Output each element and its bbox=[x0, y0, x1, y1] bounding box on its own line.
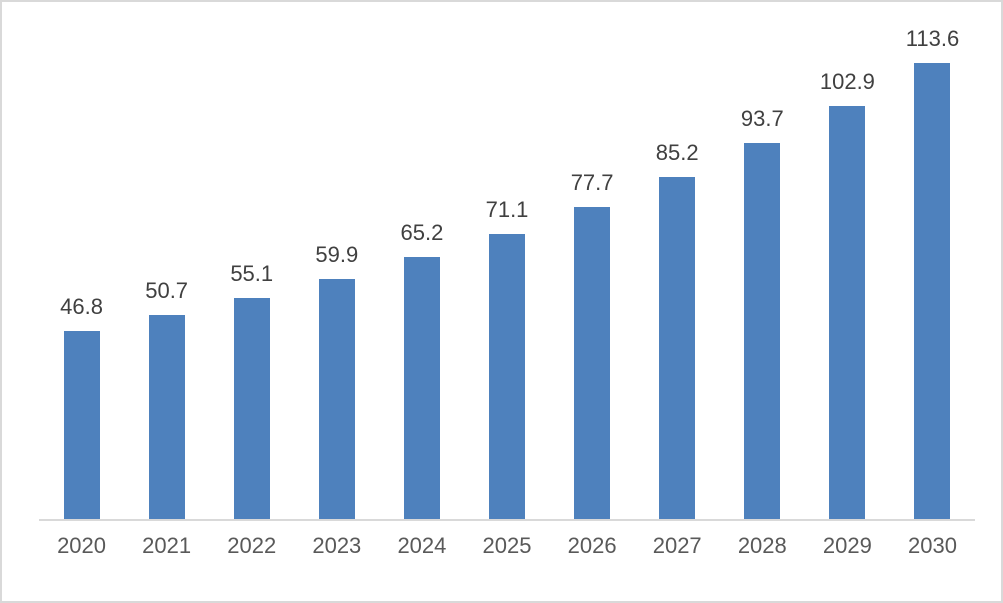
bar-value-label: 50.7 bbox=[145, 278, 189, 303]
plot-area: 46.8 50.7 55.1 59.9 65.2 71.1 77.7 85.2 93.7 102.… bbox=[39, 2, 975, 521]
bar-column-2022: 55.1 bbox=[209, 2, 294, 519]
bar-2024[interactable] bbox=[403, 257, 440, 519]
bar-value-label: 46.8 bbox=[60, 294, 103, 319]
x-axis-label-2022: 2022 bbox=[227, 533, 277, 558]
x-axis-label-2026: 2026 bbox=[567, 533, 617, 558]
x-axis-labels: 2020 2021 2022 2023 2024 2025 2026 2027 2028 2029… bbox=[39, 533, 975, 559]
bar-value-label: 71.1 bbox=[485, 197, 529, 222]
bar-2028[interactable] bbox=[744, 143, 781, 519]
x-axis-label-2025: 2025 bbox=[482, 533, 532, 558]
bar-value-label: 113.6 bbox=[905, 26, 960, 51]
bar-2021[interactable] bbox=[148, 315, 185, 519]
bar-2022[interactable] bbox=[233, 298, 270, 519]
bar-column-2025: 71.1 bbox=[464, 2, 549, 519]
bar-value-label: 59.9 bbox=[315, 242, 359, 267]
bar-value-label: 55.1 bbox=[230, 261, 274, 286]
bar-2026[interactable] bbox=[574, 207, 611, 519]
bar-column-2020: 46.8 bbox=[39, 2, 124, 519]
bar-2025[interactable] bbox=[489, 234, 526, 519]
x-axis-label-2027: 2027 bbox=[652, 533, 702, 558]
x-axis-label-2029: 2029 bbox=[822, 533, 872, 558]
x-axis-label-2021: 2021 bbox=[142, 533, 192, 558]
bar-value-label: 85.2 bbox=[655, 140, 699, 165]
bar-value-label: 77.7 bbox=[570, 170, 614, 195]
bars-row: 46.8 50.7 55.1 59.9 65.2 71.1 77.7 85.2 93.7 102.… bbox=[39, 2, 975, 519]
bar-2027[interactable] bbox=[659, 177, 696, 519]
bar-value-label: 93.7 bbox=[740, 106, 784, 131]
bar-2020[interactable] bbox=[63, 331, 100, 519]
bar-column-2021: 50.7 bbox=[124, 2, 209, 519]
x-axis-label-2030: 2030 bbox=[908, 533, 957, 558]
x-axis-label-2023: 2023 bbox=[312, 533, 362, 558]
bar-2023[interactable] bbox=[318, 279, 355, 519]
bar-2029[interactable] bbox=[829, 106, 866, 519]
bar-column-2029: 102.9 bbox=[805, 2, 890, 519]
bar-column-2023: 59.9 bbox=[294, 2, 379, 519]
bar-2030[interactable] bbox=[914, 63, 951, 519]
bar-column-2028: 93.7 bbox=[720, 2, 805, 519]
bar-column-2024: 65.2 bbox=[379, 2, 464, 519]
bar-column-2027: 85.2 bbox=[635, 2, 720, 519]
bar-value-label: 65.2 bbox=[400, 220, 444, 245]
x-axis-label-2028: 2028 bbox=[737, 533, 787, 558]
x-axis-label-2020: 2020 bbox=[57, 533, 107, 558]
x-axis-label-2024: 2024 bbox=[397, 533, 447, 558]
bar-column-2030: 113.6 bbox=[890, 2, 975, 519]
bar-column-2026: 77.7 bbox=[550, 2, 635, 519]
bar-value-label: 102.9 bbox=[819, 69, 875, 94]
